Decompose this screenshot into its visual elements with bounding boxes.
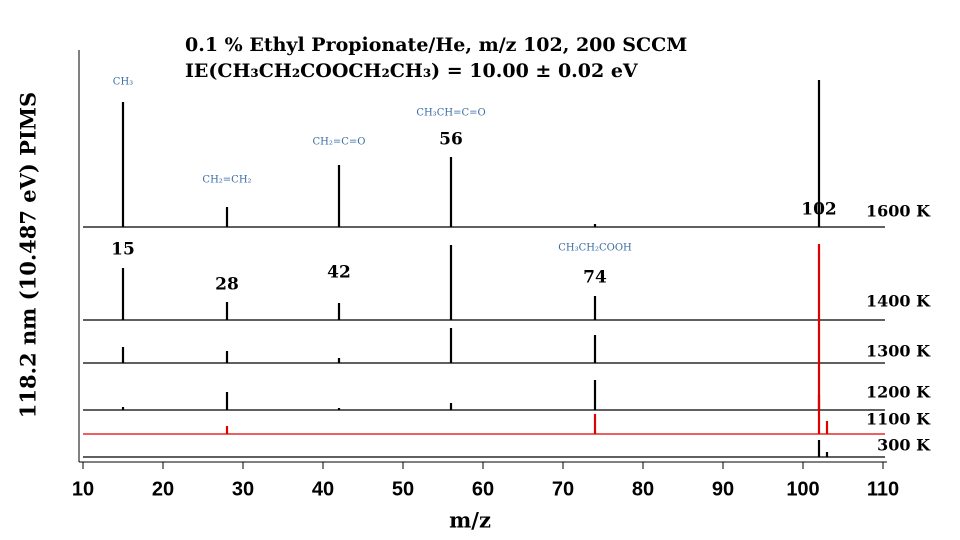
x-tick-label: 80 [632,478,654,500]
x-tick-label: 50 [392,478,414,500]
trace-label: 1600 K [866,202,931,221]
species-label: CH₂=CH₂ [202,175,251,186]
x-axis-label: m/z [449,508,491,533]
x-tick-label: 110 [867,478,899,500]
trace-label: 1200 K [866,383,931,402]
peak-label: 42 [327,263,351,283]
x-tick-label: 30 [232,478,254,500]
x-tick-label: 10 [72,478,94,500]
peak-label: 102 [801,200,837,220]
chart-title: 0.1 % Ethyl Propionate/He, m/z 102, 200 … [185,34,687,56]
species-label: CH₃CH=C=O [416,108,485,119]
x-tick-label: 70 [552,478,574,500]
species-label: CH₃ [113,77,133,88]
trace-label: 300 K [877,436,931,455]
trace-label: 1400 K [866,292,931,311]
species-label: CH₃CH₂COOH [558,243,632,254]
peak-label: 28 [215,275,239,295]
x-tick-label: 90 [712,478,734,500]
trace-label: 1100 K [866,410,931,429]
x-tick-label: 40 [312,478,334,500]
species-label: CH₂=C=O [313,137,366,148]
x-tick-label: 60 [472,478,494,500]
chart-subtitle: IE(CH₃CH₂COOCH₂CH₃) = 10.00 ± 0.02 eV [185,60,639,82]
peak-label: 74 [583,268,607,288]
trace-label: 1300 K [866,342,931,361]
x-tick-label: 20 [152,478,174,500]
peak-label: 56 [439,130,463,150]
y-axis-label: 118.2 nm (10.487 eV) PIMS [16,92,41,418]
peak-label: 15 [111,240,135,260]
x-tick-label: 100 [786,478,819,500]
